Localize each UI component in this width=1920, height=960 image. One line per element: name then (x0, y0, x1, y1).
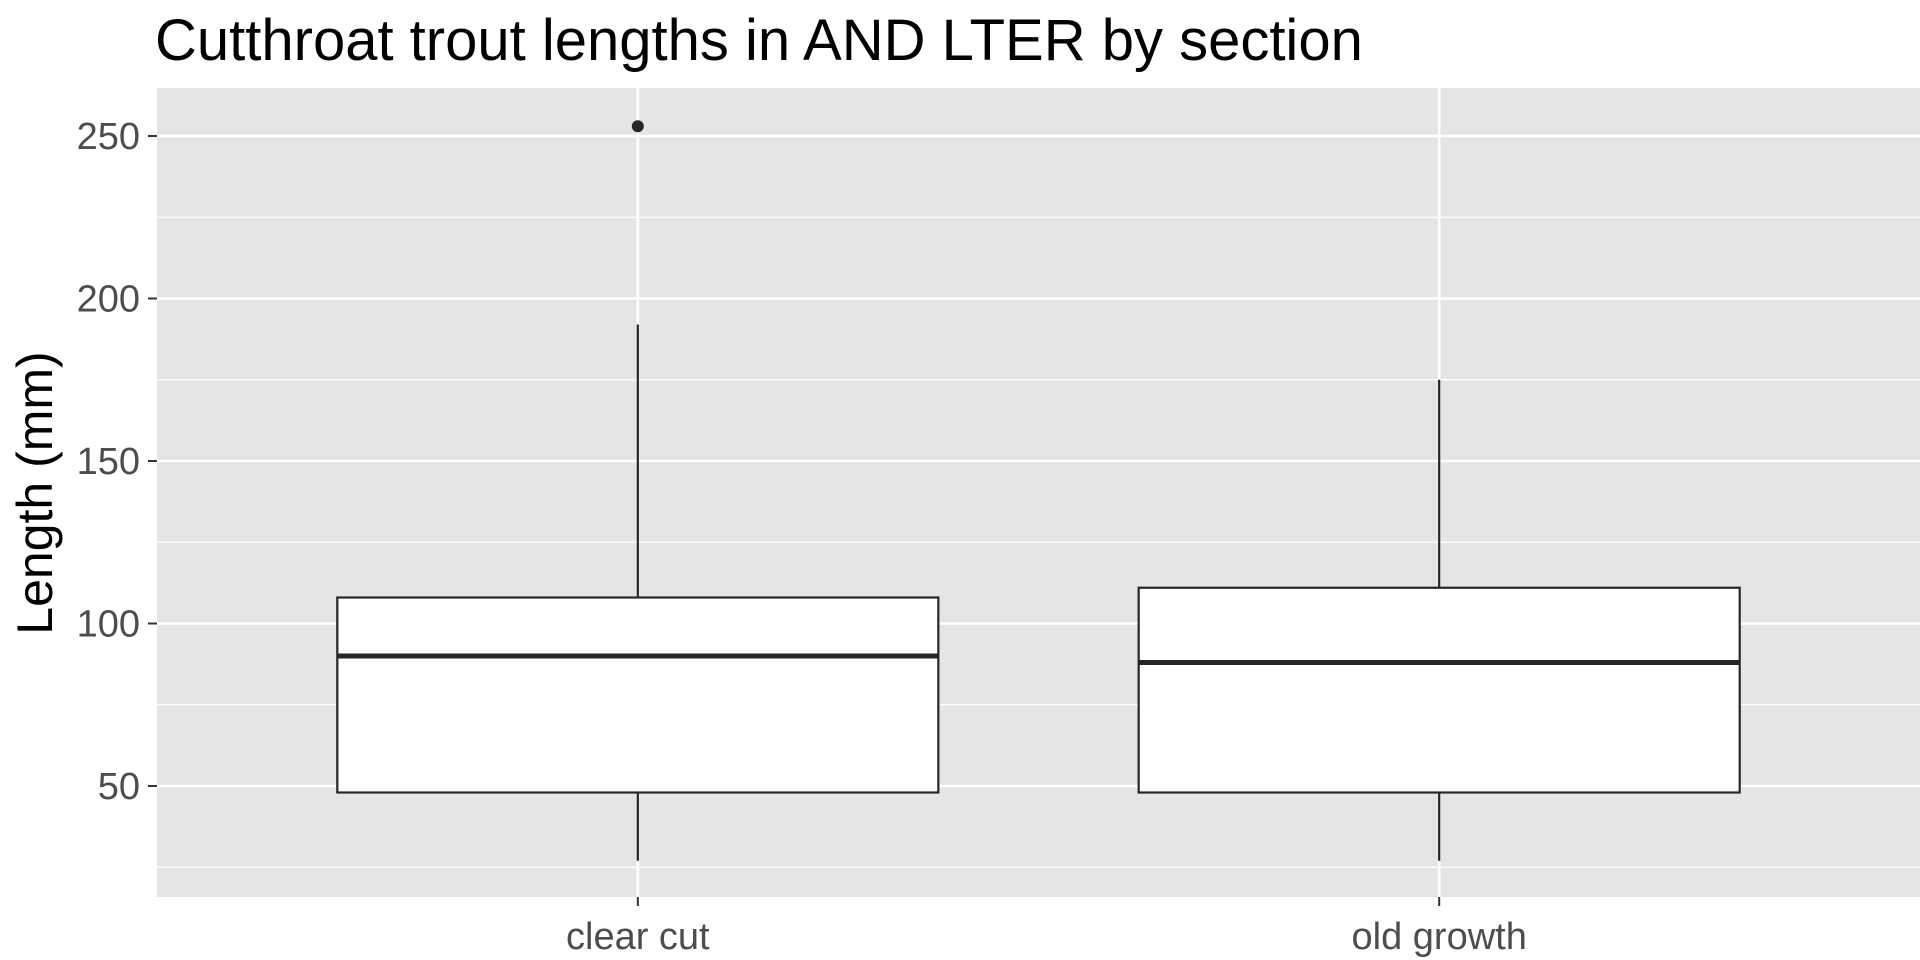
axes: 50 100 150 200 250 clear cut old growth (77, 116, 1527, 958)
y-tick-label: 50 (98, 766, 140, 808)
iqr-box (336, 596, 940, 794)
chart-title: Cutthroat trout lengths in AND LTER by s… (155, 8, 1363, 73)
box-group (336, 120, 1741, 861)
box-clear-cut (336, 120, 940, 861)
box-old-growth (1137, 379, 1741, 861)
y-axis-title: Length (mm) (7, 351, 63, 634)
outlier-point (631, 120, 644, 133)
x-tick-label: old growth (1352, 916, 1527, 958)
y-tick-label: 250 (77, 116, 140, 158)
iqr-box (1137, 586, 1741, 794)
y-tick-label: 150 (77, 441, 140, 483)
x-tick-label: clear cut (566, 916, 710, 958)
y-tick-label: 200 (77, 279, 140, 321)
y-tick-label: 100 (77, 604, 140, 646)
